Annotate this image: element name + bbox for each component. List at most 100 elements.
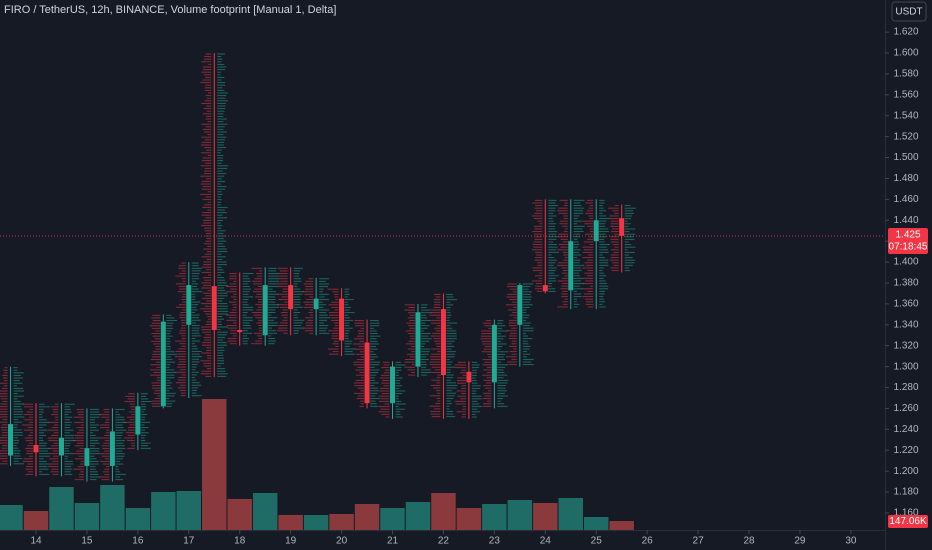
y-tick-label: 1.220 <box>893 445 918 456</box>
volume-bar <box>482 504 507 530</box>
y-tick-label: 1.260 <box>893 403 918 414</box>
volume-bar <box>405 502 431 530</box>
x-tick-label: 15 <box>81 536 93 547</box>
countdown-label: 07:18:45 <box>889 242 928 253</box>
y-tick-label: 1.580 <box>893 69 918 80</box>
candle-body <box>440 309 446 375</box>
volume-bar <box>0 504 23 530</box>
footprint-layer <box>0 53 636 481</box>
x-tick-label: 24 <box>540 536 552 547</box>
candle-body <box>390 366 396 404</box>
volume-bar <box>100 484 125 530</box>
volume-bar <box>558 497 583 530</box>
x-tick-label: 20 <box>336 536 348 547</box>
currency-button-label[interactable]: USDT <box>895 7 922 18</box>
candle-body <box>619 218 625 236</box>
y-tick-label: 1.500 <box>893 152 918 163</box>
volume-bar <box>227 499 252 530</box>
volume-bar <box>252 492 278 530</box>
candle-body <box>466 371 472 383</box>
y-tick-label: 1.180 <box>893 487 918 498</box>
y-tick-label: 1.560 <box>893 89 918 100</box>
y-tick-label: 1.160 <box>893 508 918 519</box>
volume-bar <box>303 514 329 530</box>
candle-body <box>135 406 141 435</box>
axes-layer: 1.160 1.180 1.200 1.220 1.240 1.260 1.280 1.300… <box>0 27 928 547</box>
volume-bar <box>329 514 354 530</box>
x-tick-label: 22 <box>438 536 450 547</box>
candle-body <box>517 285 523 325</box>
volume-tag <box>888 514 928 528</box>
volume-layer <box>0 398 634 530</box>
candle-body <box>109 431 115 466</box>
candle-body <box>593 220 599 242</box>
candle-body <box>186 285 192 325</box>
candle-body <box>415 312 421 367</box>
volume-bar <box>125 507 151 530</box>
y-tick-label: 1.460 <box>893 194 918 205</box>
candle-body <box>33 445 39 453</box>
x-tick-label: 23 <box>489 536 501 547</box>
volume-bar <box>202 398 227 530</box>
candle-body <box>211 286 217 331</box>
y-tick-label: 1.600 <box>893 48 918 59</box>
y-tick-label: 1.300 <box>893 361 918 372</box>
x-tick-label: 26 <box>642 536 654 547</box>
candle-body <box>237 330 243 333</box>
x-tick-label: 27 <box>693 536 705 547</box>
volume-bar <box>507 499 533 530</box>
candle-layer <box>8 53 625 482</box>
currency-button[interactable] <box>891 1 927 22</box>
y-tick-label: 1.240 <box>893 424 918 435</box>
volume-bar <box>609 520 634 530</box>
x-tick-label: 14 <box>30 536 42 547</box>
y-tick-label: 1.440 <box>893 215 918 226</box>
y-tick-label: 1.200 <box>893 466 918 477</box>
x-tick-label: 30 <box>845 536 857 547</box>
volume-bar <box>23 510 49 530</box>
x-tick-label: 18 <box>234 536 246 547</box>
volume-bar <box>176 490 202 530</box>
last-price-tag <box>888 227 928 254</box>
volume-bar <box>380 507 405 530</box>
volume-bar <box>151 492 176 530</box>
candle-body <box>84 448 90 466</box>
volume-bar <box>74 502 100 530</box>
x-tick-label: 16 <box>132 536 144 547</box>
y-tick-label: 1.400 <box>893 257 918 268</box>
x-tick-label: 25 <box>591 536 603 547</box>
volume-bar <box>533 502 558 530</box>
candle-body <box>364 342 370 404</box>
candle-body <box>262 285 268 336</box>
candle-body <box>288 285 294 310</box>
y-tick-label: 1.380 <box>893 278 918 289</box>
candle-body <box>160 321 166 407</box>
y-tick-label: 1.520 <box>893 131 918 142</box>
y-tick-label: 1.360 <box>893 299 918 310</box>
volume-tag-label: 147.06K <box>889 516 927 527</box>
chart-title: FIRO / TetherUS, 12h, BINANCE, Volume fo… <box>4 4 336 16</box>
y-tick-label: 1.620 <box>893 27 918 38</box>
y-tick-label: 1.320 <box>893 340 918 351</box>
x-tick-label: 21 <box>387 536 399 547</box>
candle-body <box>339 298 345 341</box>
candle-body <box>8 424 14 456</box>
y-tick-label: 1.480 <box>893 173 918 184</box>
last-price-label: 1.425 <box>895 230 920 241</box>
y-tick-label: 1.340 <box>893 319 918 330</box>
x-tick-label: 17 <box>183 536 195 547</box>
x-tick-label: 28 <box>743 536 755 547</box>
candle-body <box>568 241 574 291</box>
volume-bar <box>354 504 380 530</box>
x-tick-label: 19 <box>285 536 297 547</box>
candle-body <box>313 298 319 310</box>
volume-bar <box>431 492 456 530</box>
candle-body <box>491 324 497 383</box>
y-tick-label: 1.280 <box>893 382 918 393</box>
volume-bar <box>583 517 609 530</box>
volume-bar <box>456 507 482 530</box>
volume-bar <box>278 514 303 530</box>
